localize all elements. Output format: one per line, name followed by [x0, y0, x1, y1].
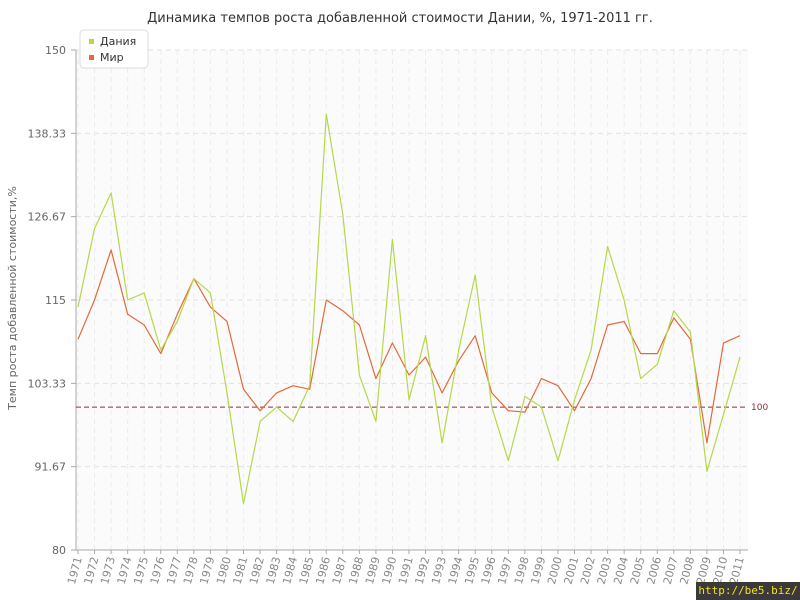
y-axis-label: Темп роста добавленной стоимости,% [6, 186, 19, 411]
y-tick-label: 103.33 [28, 377, 67, 390]
y-axis-tick-labels: 80 91.67 103.33 115 126.67 138.33 150 [28, 44, 67, 557]
legend: Дания Мир [79, 29, 149, 69]
series-line-world [77, 249, 741, 444]
y-tick-label: 91.67 [35, 461, 67, 474]
y-tick-label: 115 [45, 294, 66, 307]
series-lines [77, 113, 741, 505]
legend-entry[interactable]: Дания [100, 35, 136, 48]
axes [71, 49, 748, 554]
legend-entry[interactable]: Мир [100, 51, 124, 64]
x-axis-tick-labels: 1971197219731974197519761977197819791980… [65, 555, 747, 585]
y-tick-label: 138.33 [28, 127, 67, 140]
watermark[interactable]: http://be5.biz/ [696, 582, 800, 600]
grid-lines [76, 49, 748, 550]
y-tick-label: 150 [45, 44, 66, 57]
y-tick-label: 126.67 [28, 211, 67, 224]
legend-box [79, 29, 149, 69]
legend-swatch [89, 39, 94, 44]
y-tick-label: 80 [52, 544, 66, 557]
reference-line-label: 100 [751, 403, 768, 413]
chart-title: Динамика темпов роста добавленной стоимо… [147, 11, 653, 26]
reference-line-100: 100 [76, 403, 768, 413]
legend-swatch [89, 55, 94, 60]
series-line-denmark [77, 113, 741, 505]
